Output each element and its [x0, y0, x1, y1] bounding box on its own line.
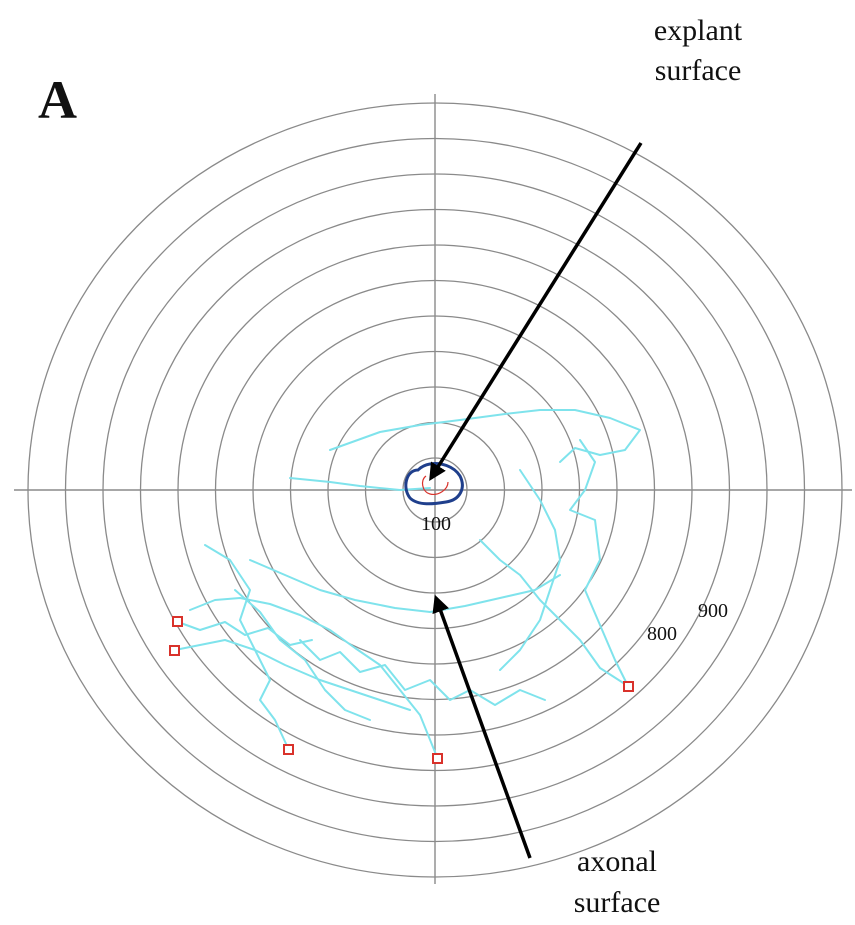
neurite-traces: [174, 409, 641, 758]
endpoint-markers: [169, 616, 634, 764]
endpoint-marker: [169, 645, 180, 656]
ring-label-100: 100: [421, 513, 451, 535]
panel-label: A: [38, 70, 77, 130]
endpoint-marker: [172, 616, 183, 627]
neurite-trace: [189, 597, 438, 758]
neurite-trace: [177, 621, 313, 646]
neurite-trace: [299, 639, 546, 706]
neurite-trace: [289, 477, 431, 491]
neurite-trace: [174, 639, 411, 711]
neurite-trace: [234, 589, 371, 721]
explant-outline: [404, 462, 464, 506]
axonal-surface-label-line2: surface: [574, 886, 661, 919]
axonal-surface-arrow: [432, 594, 532, 859]
neurite-trace: [499, 469, 561, 671]
neurite-trace: [329, 409, 641, 463]
endpoint-marker: [432, 753, 443, 764]
neurite-trace: [479, 539, 629, 687]
axonal-surface-label-line1: axonal: [577, 845, 657, 878]
endpoint-marker: [283, 744, 294, 755]
explant-surface-label-line2: surface: [655, 54, 742, 87]
neurite-trace: [249, 559, 561, 613]
endpoint-marker: [623, 681, 634, 692]
ring-label-900: 900: [698, 600, 728, 622]
ring-label-800: 800: [647, 623, 677, 645]
explant-surface-label-line1: explant: [654, 14, 743, 47]
neurite-trace: [569, 439, 629, 687]
explant-surface-arrow: [429, 142, 643, 481]
